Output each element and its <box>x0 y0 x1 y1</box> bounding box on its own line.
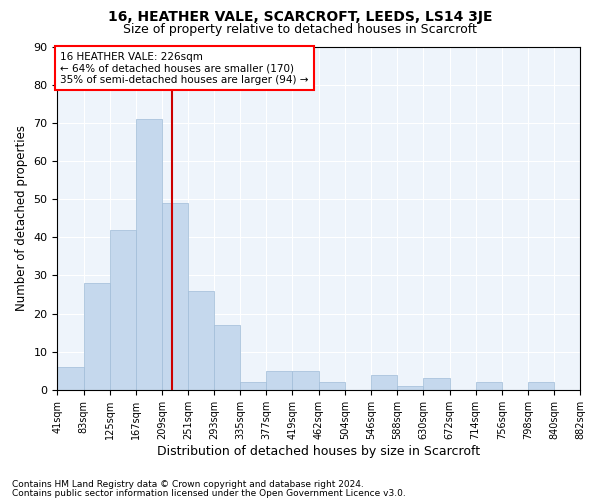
Text: Size of property relative to detached houses in Scarcroft: Size of property relative to detached ho… <box>123 22 477 36</box>
Text: 16 HEATHER VALE: 226sqm
← 64% of detached houses are smaller (170)
35% of semi-d: 16 HEATHER VALE: 226sqm ← 64% of detache… <box>60 52 308 85</box>
Bar <box>319 382 345 390</box>
Bar <box>214 325 240 390</box>
Bar <box>58 367 83 390</box>
Bar <box>397 386 424 390</box>
Bar <box>476 382 502 390</box>
Bar <box>110 230 136 390</box>
Bar <box>83 283 110 390</box>
Bar <box>266 371 292 390</box>
Bar <box>292 371 319 390</box>
Bar <box>162 203 188 390</box>
Bar <box>528 382 554 390</box>
Bar <box>424 378 449 390</box>
Bar <box>240 382 266 390</box>
Bar <box>188 290 214 390</box>
Text: Contains public sector information licensed under the Open Government Licence v3: Contains public sector information licen… <box>12 488 406 498</box>
Bar <box>371 374 397 390</box>
Text: Contains HM Land Registry data © Crown copyright and database right 2024.: Contains HM Land Registry data © Crown c… <box>12 480 364 489</box>
Y-axis label: Number of detached properties: Number of detached properties <box>15 125 28 311</box>
Bar <box>136 119 162 390</box>
X-axis label: Distribution of detached houses by size in Scarcroft: Distribution of detached houses by size … <box>157 444 480 458</box>
Text: 16, HEATHER VALE, SCARCROFT, LEEDS, LS14 3JE: 16, HEATHER VALE, SCARCROFT, LEEDS, LS14… <box>108 10 492 24</box>
